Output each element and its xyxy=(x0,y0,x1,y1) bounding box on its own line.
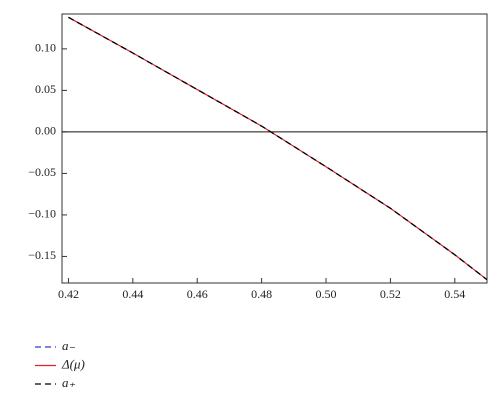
y-tick-label: 0.05 xyxy=(35,82,56,96)
series-line xyxy=(68,16,488,281)
x-tick-label: 0.54 xyxy=(444,287,465,301)
series-line xyxy=(68,16,488,281)
x-tick-label: 0.48 xyxy=(251,287,272,301)
legend-label: Δ(μ) xyxy=(61,356,85,371)
y-tick-label: 0.10 xyxy=(35,41,56,55)
series-line xyxy=(68,16,488,281)
y-tick-label: −0.05 xyxy=(28,165,56,179)
y-tick-label: −0.15 xyxy=(28,248,56,262)
x-tick-label: 0.42 xyxy=(58,287,79,301)
legend-label: a₋ xyxy=(62,338,76,353)
x-tick-label: 0.44 xyxy=(122,287,143,301)
x-tick-label: 0.52 xyxy=(380,287,401,301)
x-tick-label: 0.50 xyxy=(316,287,337,301)
plot-frame xyxy=(61,13,488,284)
y-tick-label: 0.00 xyxy=(35,124,56,138)
y-tick-label: −0.10 xyxy=(28,207,56,221)
legend-label: a₊ xyxy=(62,375,76,390)
x-tick-label: 0.46 xyxy=(187,287,208,301)
